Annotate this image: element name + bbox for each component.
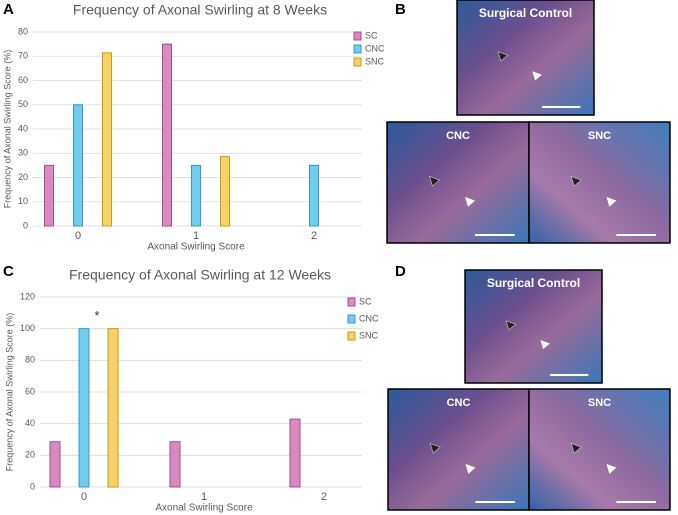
arrowhead-white — [465, 197, 476, 207]
bar — [78, 328, 90, 488]
image-caption: SNC — [588, 130, 611, 142]
image-caption: SNC — [588, 397, 611, 409]
y-tick-label: 100 — [20, 323, 35, 333]
y-tick-label: 80 — [18, 26, 28, 36]
y-tick-label: 120 — [20, 291, 35, 301]
arrowhead-white — [465, 464, 476, 474]
legend-swatch — [353, 44, 362, 54]
arrowhead-white — [540, 340, 550, 350]
histology-image — [456, 0, 595, 116]
legend-label: SNC — [359, 330, 379, 340]
y-tick-label: 40 — [18, 123, 28, 133]
y-axis-label: Frequency of Axonal Swirling Score (%) — [4, 313, 14, 472]
image-caption: CNC — [446, 130, 470, 142]
arrowhead-black — [570, 442, 582, 454]
y-tick-label: 30 — [18, 148, 28, 158]
bar — [220, 156, 230, 227]
significance-marker: * — [94, 308, 99, 323]
arrowhead-black — [429, 175, 441, 187]
legend-label: SC — [365, 30, 378, 40]
arrowhead-white — [606, 464, 617, 474]
bar — [162, 43, 172, 227]
y-tick-label: 20 — [18, 172, 28, 182]
x-tick-label: 1 — [193, 230, 199, 242]
panel-letter: A — [3, 1, 14, 18]
bar — [102, 52, 112, 227]
y-tick-label: 70 — [18, 51, 28, 61]
y-tick-label: 60 — [25, 386, 35, 396]
arrowhead-white — [606, 197, 617, 207]
arrowhead-black — [505, 320, 517, 331]
x-tick-label: 2 — [311, 230, 317, 242]
legend-swatch — [347, 314, 356, 324]
y-tick-label: 40 — [25, 418, 35, 428]
histology-image — [528, 388, 671, 511]
image-caption: Surgical Control — [487, 276, 580, 290]
bar — [49, 441, 61, 488]
legend-label: CNC — [359, 313, 379, 323]
y-tick-label: 0 — [23, 220, 28, 230]
bar — [44, 164, 54, 227]
legend-label: CNC — [365, 43, 385, 53]
histology-image — [464, 269, 603, 384]
y-tick-label: 0 — [30, 481, 35, 491]
y-tick-label: 10 — [18, 196, 28, 206]
bar — [309, 164, 319, 227]
bar — [169, 441, 181, 488]
y-tick-label: 20 — [25, 450, 35, 460]
bar — [107, 328, 119, 488]
legend-swatch — [347, 331, 356, 341]
x-tick-label: 2 — [321, 491, 327, 503]
legend-label: SNC — [365, 56, 385, 66]
histology-image — [386, 121, 530, 244]
x-axis-label: Axonal Swirling Score — [147, 242, 245, 253]
x-tick-label: 0 — [81, 491, 87, 503]
histology-image — [528, 121, 671, 244]
arrowhead-black — [497, 51, 509, 62]
y-axis-label: Frequency of Axonal Swirling Score (%) — [2, 50, 12, 209]
arrowhead-white — [532, 71, 542, 81]
x-tick-label: 0 — [75, 230, 81, 242]
image-caption: CNC — [447, 397, 471, 409]
image-caption: Surgical Control — [479, 6, 572, 20]
arrowhead-black — [570, 175, 582, 187]
legend-swatch — [353, 31, 362, 41]
legend-label: SC — [359, 296, 372, 306]
bar — [289, 418, 301, 488]
chart-title: Frequency of Axonal Swirling at 8 Weeks — [73, 2, 327, 18]
x-axis-label: Axonal Swirling Score — [155, 503, 253, 514]
panel-letter: C — [3, 263, 14, 280]
arrowhead-black — [429, 442, 441, 454]
y-tick-label: 50 — [18, 99, 28, 109]
panel-letter: D — [395, 263, 406, 280]
chart-title: Frequency of Axonal Swirling at 12 Weeks — [69, 267, 331, 283]
legend-swatch — [347, 297, 356, 307]
x-tick-label: 1 — [201, 491, 207, 503]
legend-swatch — [353, 57, 362, 67]
bar — [73, 104, 83, 227]
y-tick-label: 60 — [18, 75, 28, 85]
y-tick-label: 80 — [25, 355, 35, 365]
panel-letter: B — [395, 1, 406, 18]
bar — [191, 164, 201, 227]
